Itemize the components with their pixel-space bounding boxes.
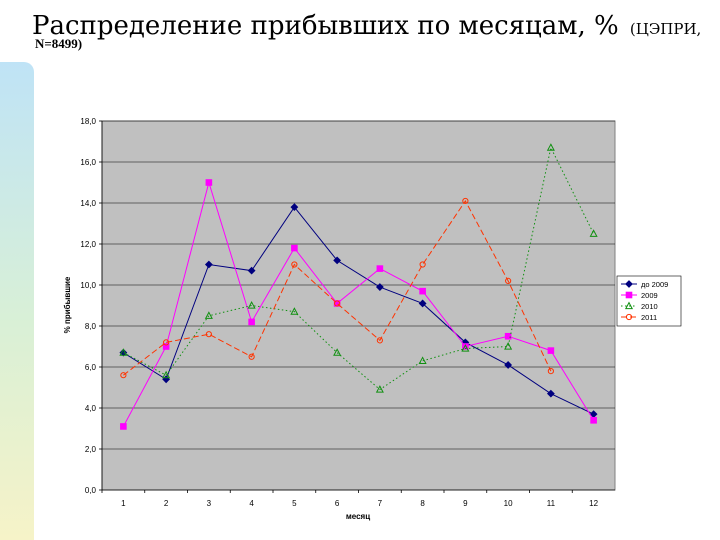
x-tick-label: 2	[164, 499, 169, 508]
legend-label: 2010	[641, 302, 658, 311]
data-point-circle	[163, 339, 170, 346]
series-line	[122, 180, 595, 427]
x-tick-label: 9	[463, 499, 468, 508]
data-point-square	[462, 343, 469, 350]
slide-title: Распределение прибывших по месяцам, % (Ц…	[32, 4, 701, 42]
data-point-triangle	[589, 229, 598, 237]
series-2	[120, 179, 597, 430]
x-tick-label: 8	[420, 499, 425, 508]
y-tick-label: 8,0	[85, 322, 97, 331]
data-point-circle	[547, 368, 554, 375]
data-point-triangle	[119, 348, 128, 356]
x-tick-label: 11	[547, 499, 556, 508]
data-point-square	[625, 291, 633, 299]
data-point-circle	[625, 313, 633, 321]
data-point-triangle	[204, 311, 213, 319]
series-line	[123, 206, 594, 415]
data-point-circle	[419, 261, 426, 268]
data-point-diamond	[625, 280, 633, 288]
y-axis: 0,0 2,0 4,0 6,0 8,0 10,0 12,0 14,0 16,0 18,0	[80, 117, 103, 495]
data-point-triangle	[290, 307, 299, 315]
x-axis-title: месяц	[346, 512, 370, 521]
y-axis-title: % прибывшие	[63, 276, 72, 333]
data-point-circle	[462, 197, 469, 205]
legend-item: 2011	[621, 313, 657, 322]
data-point-diamond	[290, 203, 299, 212]
plot-area	[101, 120, 616, 491]
data-point-triangle	[418, 356, 427, 364]
y-tick-label: 10,0	[80, 281, 96, 290]
series-4	[120, 197, 554, 379]
data-point-diamond	[333, 256, 342, 265]
data-point-triangle	[247, 301, 256, 309]
y-tick-label: 16,0	[80, 158, 96, 167]
data-point-triangle	[162, 370, 171, 379]
y-tick-label: 2,0	[85, 445, 97, 454]
data-point-diamond	[418, 299, 427, 308]
legend-item: 2010	[621, 301, 658, 311]
data-point-diamond	[247, 266, 256, 275]
data-point-square	[376, 265, 384, 272]
data-point-square	[419, 287, 426, 295]
y-tick-label: 18,0	[80, 117, 96, 126]
series-line	[123, 146, 595, 391]
series-line	[123, 199, 552, 376]
y-tick-label: 12,0	[80, 240, 96, 249]
data-point-circle	[248, 353, 255, 360]
data-point-circle	[120, 372, 127, 379]
x-tick-label: 3	[207, 499, 212, 508]
x-tick-label: 1	[121, 499, 126, 508]
legend-label: 2009	[641, 291, 658, 300]
data-point-triangle	[375, 385, 384, 393]
x-tick-label: 7	[378, 499, 383, 508]
data-point-square	[291, 244, 298, 252]
data-point-diamond	[375, 283, 384, 291]
y-tick-label: 0,0	[85, 486, 97, 495]
x-tick-label: 4	[249, 499, 254, 508]
slide-side-decoration	[0, 62, 34, 540]
data-point-circle	[376, 337, 383, 344]
x-tick-label: 5	[292, 499, 297, 508]
data-point-circle	[291, 261, 298, 268]
data-point-square	[547, 347, 555, 354]
data-point-circle	[334, 300, 341, 307]
data-point-triangle	[546, 143, 555, 151]
x-tick-label: 10	[504, 499, 513, 508]
legend: до 2009 2009 2010 2011	[616, 275, 682, 327]
slide-subtitle: N=8499)	[35, 36, 83, 51]
data-point-circle	[505, 277, 512, 284]
data-point-diamond	[504, 361, 513, 369]
data-point-circle	[205, 331, 212, 338]
gridlines	[102, 120, 615, 450]
data-point-square	[162, 343, 170, 350]
data-point-square	[120, 423, 127, 430]
y-tick-label: 6,0	[85, 363, 97, 372]
data-point-triangle	[333, 348, 342, 356]
x-tick-label: 6	[335, 499, 340, 508]
legend-item: 2009	[621, 291, 658, 300]
data-point-square	[590, 417, 597, 424]
data-point-diamond	[546, 389, 555, 398]
y-tick-label: 4,0	[85, 404, 97, 413]
data-point-square	[248, 318, 255, 326]
data-point-diamond	[204, 260, 213, 269]
data-point-square	[504, 332, 512, 340]
data-point-triangle	[504, 342, 513, 350]
slide-title-main: Распределение прибывших по месяцам, %	[32, 11, 619, 41]
legend-label: 2011	[641, 313, 657, 322]
legend-label: до 2009	[641, 280, 668, 289]
legend-item: до 2009	[621, 280, 668, 289]
y-tick-label: 14,0	[80, 199, 96, 208]
data-point-square	[205, 179, 213, 186]
slide-title-suffix: (ЦЭПРИ,	[629, 20, 702, 38]
data-point-triangle	[461, 344, 470, 352]
series-layer	[119, 143, 598, 430]
x-tick-label: 12	[589, 499, 598, 508]
series-1	[119, 203, 598, 419]
data-point-triangle	[624, 301, 634, 310]
x-axis: 1 2 3 4 5 6 7 8 9 10 11 12	[101, 489, 615, 508]
series-3	[119, 143, 598, 393]
